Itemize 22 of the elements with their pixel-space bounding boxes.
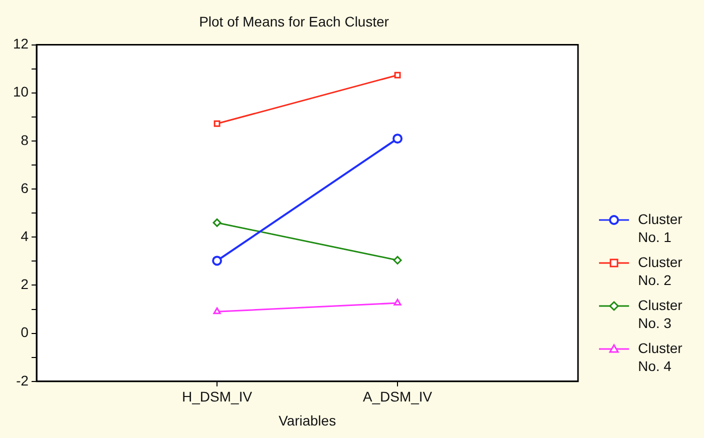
- y-tick-label: 10: [12, 84, 29, 100]
- y-tick-label: 4: [20, 228, 29, 244]
- point: [392, 134, 403, 144]
- legend-label: Cluster No. 3: [638, 296, 684, 332]
- legend-label: Cluster No. 1: [638, 210, 684, 246]
- x-axis-title: Variables: [278, 412, 336, 428]
- y-tick-label: 12: [12, 36, 29, 52]
- y-tick-label: 6: [20, 180, 29, 196]
- x-tick-label: A_DSM_IV: [362, 388, 433, 405]
- y-tick-label: -2: [16, 372, 29, 388]
- legend-label: Cluster No. 4: [638, 339, 684, 375]
- y-tick-label: 2: [20, 276, 29, 292]
- point: [212, 256, 222, 266]
- point: [394, 72, 401, 78]
- x-tick-label: H_DSM_IV: [182, 388, 253, 405]
- chart-title: Plot of Means for Each Cluster: [199, 13, 390, 30]
- point: [212, 218, 222, 227]
- point: [393, 256, 402, 264]
- legend-label: Cluster No. 2: [638, 253, 684, 289]
- point: [214, 120, 220, 127]
- y-tick-label: 8: [20, 132, 29, 148]
- y-tick-label: 0: [20, 324, 29, 340]
